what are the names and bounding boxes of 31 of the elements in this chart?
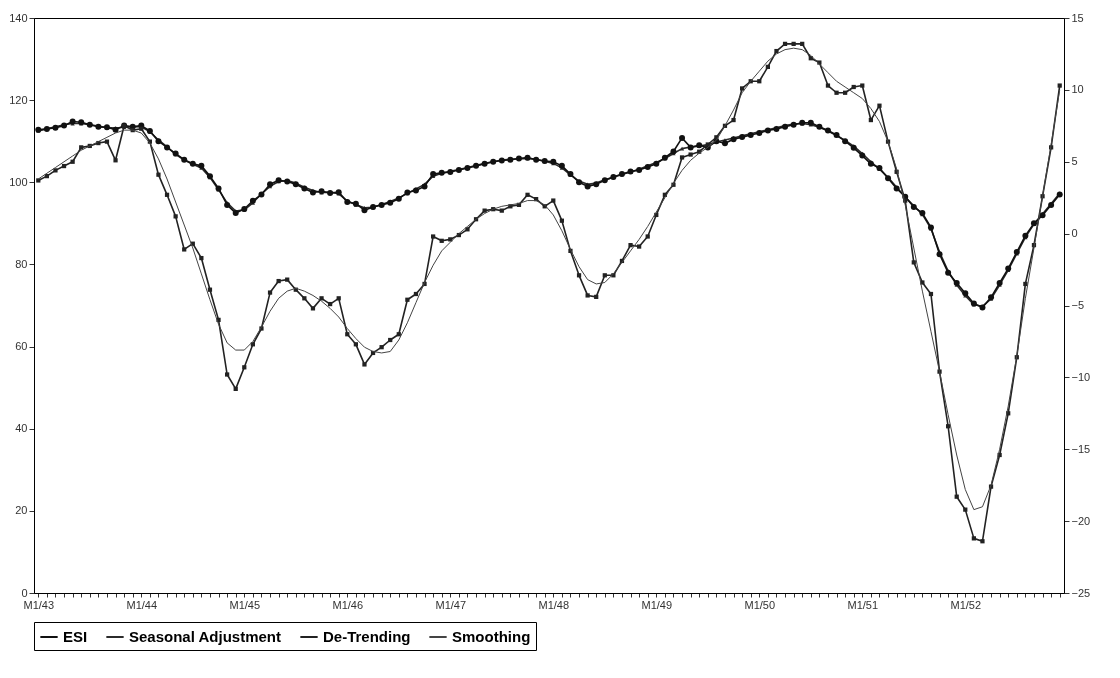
y-tick-label: 20 bbox=[15, 504, 28, 517]
y2-tick-label: −15 bbox=[1071, 442, 1091, 455]
y-tick-label: 120 bbox=[9, 93, 28, 106]
y-tick-label: 80 bbox=[15, 257, 28, 270]
legend-label: De-Trending bbox=[323, 628, 411, 645]
y2-tick-label: −10 bbox=[1071, 370, 1091, 383]
y-tick-label: 100 bbox=[9, 175, 28, 188]
x-tick-label: M1/45 bbox=[229, 598, 261, 611]
y2-tick-label: 0 bbox=[1071, 227, 1078, 240]
x-tick-label: M1/49 bbox=[641, 598, 673, 611]
y2-tick-label: 15 bbox=[1071, 11, 1084, 24]
y2-tick-label: −25 bbox=[1071, 586, 1091, 599]
x-tick-label: M1/44 bbox=[126, 598, 158, 611]
legend-label: ESI bbox=[63, 628, 88, 645]
x-tick-label: M1/52 bbox=[950, 598, 982, 611]
y-tick-label: 140 bbox=[9, 11, 28, 24]
x-tick-label: M1/50 bbox=[744, 598, 776, 611]
y-tick-label: 0 bbox=[21, 586, 28, 599]
y2-tick-label: 5 bbox=[1071, 155, 1078, 168]
y2-tick-label: 10 bbox=[1071, 83, 1084, 96]
legend-label: Smoothing bbox=[452, 628, 531, 645]
legend-label: Seasonal Adjustment bbox=[129, 628, 281, 645]
y-tick-label: 40 bbox=[15, 422, 28, 435]
x-tick-label: M1/48 bbox=[538, 598, 570, 611]
x-tick-label: M1/43 bbox=[23, 598, 55, 611]
y-tick-label: 60 bbox=[15, 340, 28, 353]
x-tick-label: M1/46 bbox=[332, 598, 364, 611]
y2-tick-label: −20 bbox=[1071, 514, 1091, 527]
x-tick-label: M1/51 bbox=[847, 598, 879, 611]
x-tick-label: M1/47 bbox=[435, 598, 467, 611]
y2-tick-label: −5 bbox=[1071, 299, 1085, 311]
